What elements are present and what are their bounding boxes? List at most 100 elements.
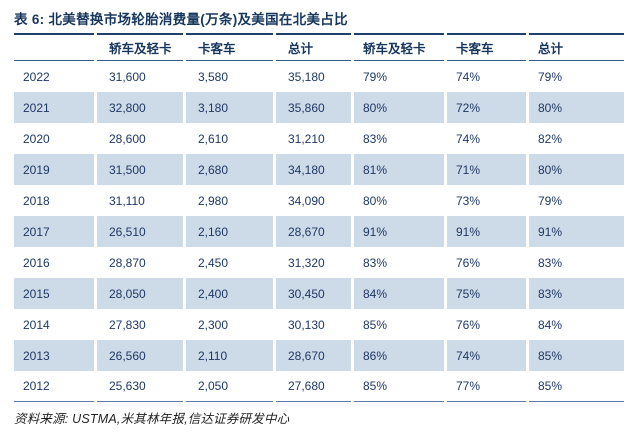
year-cell: 2019: [14, 154, 94, 185]
value-cell: 79%: [538, 193, 563, 208]
value-cell: 2,680: [186, 154, 273, 185]
year-cell: 2013: [14, 340, 94, 371]
column-header-total-share: 总计: [529, 33, 624, 61]
value-cell: 2,160: [186, 216, 273, 247]
table-row-2017: 2017 26,510 2,160 28,670 91% 91% 91%: [14, 216, 624, 247]
value-cell: 2,110: [186, 340, 273, 371]
table-row-2013: 2013 26,560 2,110 28,670 86% 74% 85%: [14, 340, 624, 371]
source-note: 资料来源: USTMA,米其林年报,信达证券研发中心: [14, 412, 290, 426]
value-cell: 2,300: [198, 317, 229, 332]
value-cell: 30,450: [276, 278, 351, 309]
table-row-2021: 2021 32,800 3,180 35,860 80% 72% 80%: [14, 92, 624, 123]
year-cell: 2012: [14, 371, 94, 402]
value-cell: 73%: [456, 193, 481, 208]
value-cell: 28,050: [97, 278, 183, 309]
value-cell: 85%: [354, 371, 444, 402]
value-cell: 31,320: [288, 255, 325, 270]
year-cell: 2014: [23, 317, 50, 332]
value-cell: 2,980: [198, 193, 229, 208]
table-row-2020: 2020 28,600 2,610 31,210 83% 74% 82%: [14, 123, 624, 154]
value-cell: 31,110: [109, 193, 145, 208]
value-cell: 83%: [363, 131, 388, 146]
value-cell: 26,510: [97, 216, 183, 247]
value-cell: 34,180: [276, 154, 351, 185]
value-cell: 86%: [354, 340, 444, 371]
value-cell: 80%: [354, 92, 444, 123]
value-cell: 2,400: [186, 278, 273, 309]
value-cell: 83%: [529, 278, 624, 309]
value-cell: 85%: [529, 371, 624, 402]
value-cell: 2,450: [198, 255, 229, 270]
value-cell: 76%: [456, 255, 481, 270]
table-row-2015: 2015 28,050 2,400 30,450 84% 75% 83%: [14, 278, 624, 309]
value-cell: 28,600: [109, 131, 146, 146]
year-cell: 2015: [14, 278, 94, 309]
value-cell: 30,130: [288, 317, 325, 332]
table-row-2018: 2018 31,110 2,980 34,090 80% 73% 79%: [14, 185, 624, 216]
year-cell: 2017: [14, 216, 94, 247]
value-cell: 31,500: [97, 154, 183, 185]
value-cell: 91%: [354, 216, 444, 247]
value-cell: 28,870: [109, 255, 146, 270]
value-cell: 2,610: [198, 131, 229, 146]
value-cell: 77%: [447, 371, 526, 402]
value-cell: 74%: [456, 131, 481, 146]
column-header-pc-lt-volume: 轿车及轻卡: [97, 33, 183, 61]
value-cell: 28,670: [276, 216, 351, 247]
value-cell: 75%: [447, 278, 526, 309]
value-cell: 85%: [529, 340, 624, 371]
table-row-2014: 2014 27,830 2,300 30,130 85% 76% 84%: [14, 309, 624, 340]
table-row-2016: 2016 28,870 2,450 31,320 83% 76% 83%: [14, 247, 624, 278]
value-cell: 82%: [538, 131, 563, 146]
value-cell: 3,580: [198, 69, 229, 84]
table-title: 表 6: 北美替换市场轮胎消费量(万条)及美国在北美占比: [14, 12, 348, 27]
value-cell: 31,600: [109, 69, 146, 84]
column-header-truck-bus-share: 卡客车: [447, 33, 526, 61]
value-cell: 35,860: [276, 92, 351, 123]
value-cell: 26,560: [97, 340, 183, 371]
year-cell: 2021: [14, 92, 94, 123]
value-cell: 80%: [363, 193, 388, 208]
year-cell: 2022: [23, 69, 50, 84]
value-cell: 25,630: [97, 371, 183, 402]
value-cell: 71%: [447, 154, 526, 185]
value-cell: 32,800: [97, 92, 183, 123]
value-cell: 28,670: [276, 340, 351, 371]
year-cell: 2020: [23, 131, 50, 146]
value-cell: 79%: [363, 69, 388, 84]
column-header-total-volume: 总计: [276, 33, 351, 61]
value-cell: 27,830: [109, 317, 146, 332]
column-header-pc-lt-share: 轿车及轻卡: [354, 33, 444, 61]
value-cell: 35,180: [288, 69, 325, 84]
value-cell: 3,180: [186, 92, 273, 123]
value-cell: 81%: [354, 154, 444, 185]
value-cell: 80%: [529, 154, 624, 185]
header-corner-empty: [14, 33, 94, 61]
column-header-truck-bus-volume: 卡客车: [186, 33, 273, 61]
value-cell: 74%: [456, 69, 481, 84]
value-cell: 72%: [447, 92, 526, 123]
table-row-2019: 2019 31,500 2,680 34,180 81% 71% 80%: [14, 154, 624, 185]
value-cell: 31,210: [288, 131, 325, 146]
value-cell: 83%: [538, 255, 563, 270]
value-cell: 83%: [363, 255, 388, 270]
value-cell: 27,680: [276, 371, 351, 402]
value-cell: 91%: [529, 216, 624, 247]
value-cell: 91%: [447, 216, 526, 247]
value-cell: 80%: [529, 92, 624, 123]
value-cell: 84%: [354, 278, 444, 309]
value-cell: 74%: [447, 340, 526, 371]
value-cell: 2,050: [186, 371, 273, 402]
table-row-2012: 2012 25,630 2,050 27,680 85% 77% 85%: [14, 371, 624, 402]
value-cell: 84%: [538, 317, 563, 332]
table-row-2022: 2022 31,600 3,580 35,180 79% 74% 79%: [14, 61, 624, 92]
value-cell: 34,090: [288, 193, 325, 208]
value-cell: 85%: [363, 317, 388, 332]
year-cell: 2018: [23, 193, 50, 208]
value-cell: 79%: [538, 69, 563, 84]
value-cell: 76%: [456, 317, 481, 332]
year-cell: 2016: [23, 255, 50, 270]
header-row: 轿车及轻卡 卡客车 总计 轿车及轻卡 卡客车 总计: [14, 33, 624, 61]
tire-consumption-table: 轿车及轻卡 卡客车 总计 轿车及轻卡 卡客车 总计 2022 31,600 3,…: [11, 33, 627, 402]
